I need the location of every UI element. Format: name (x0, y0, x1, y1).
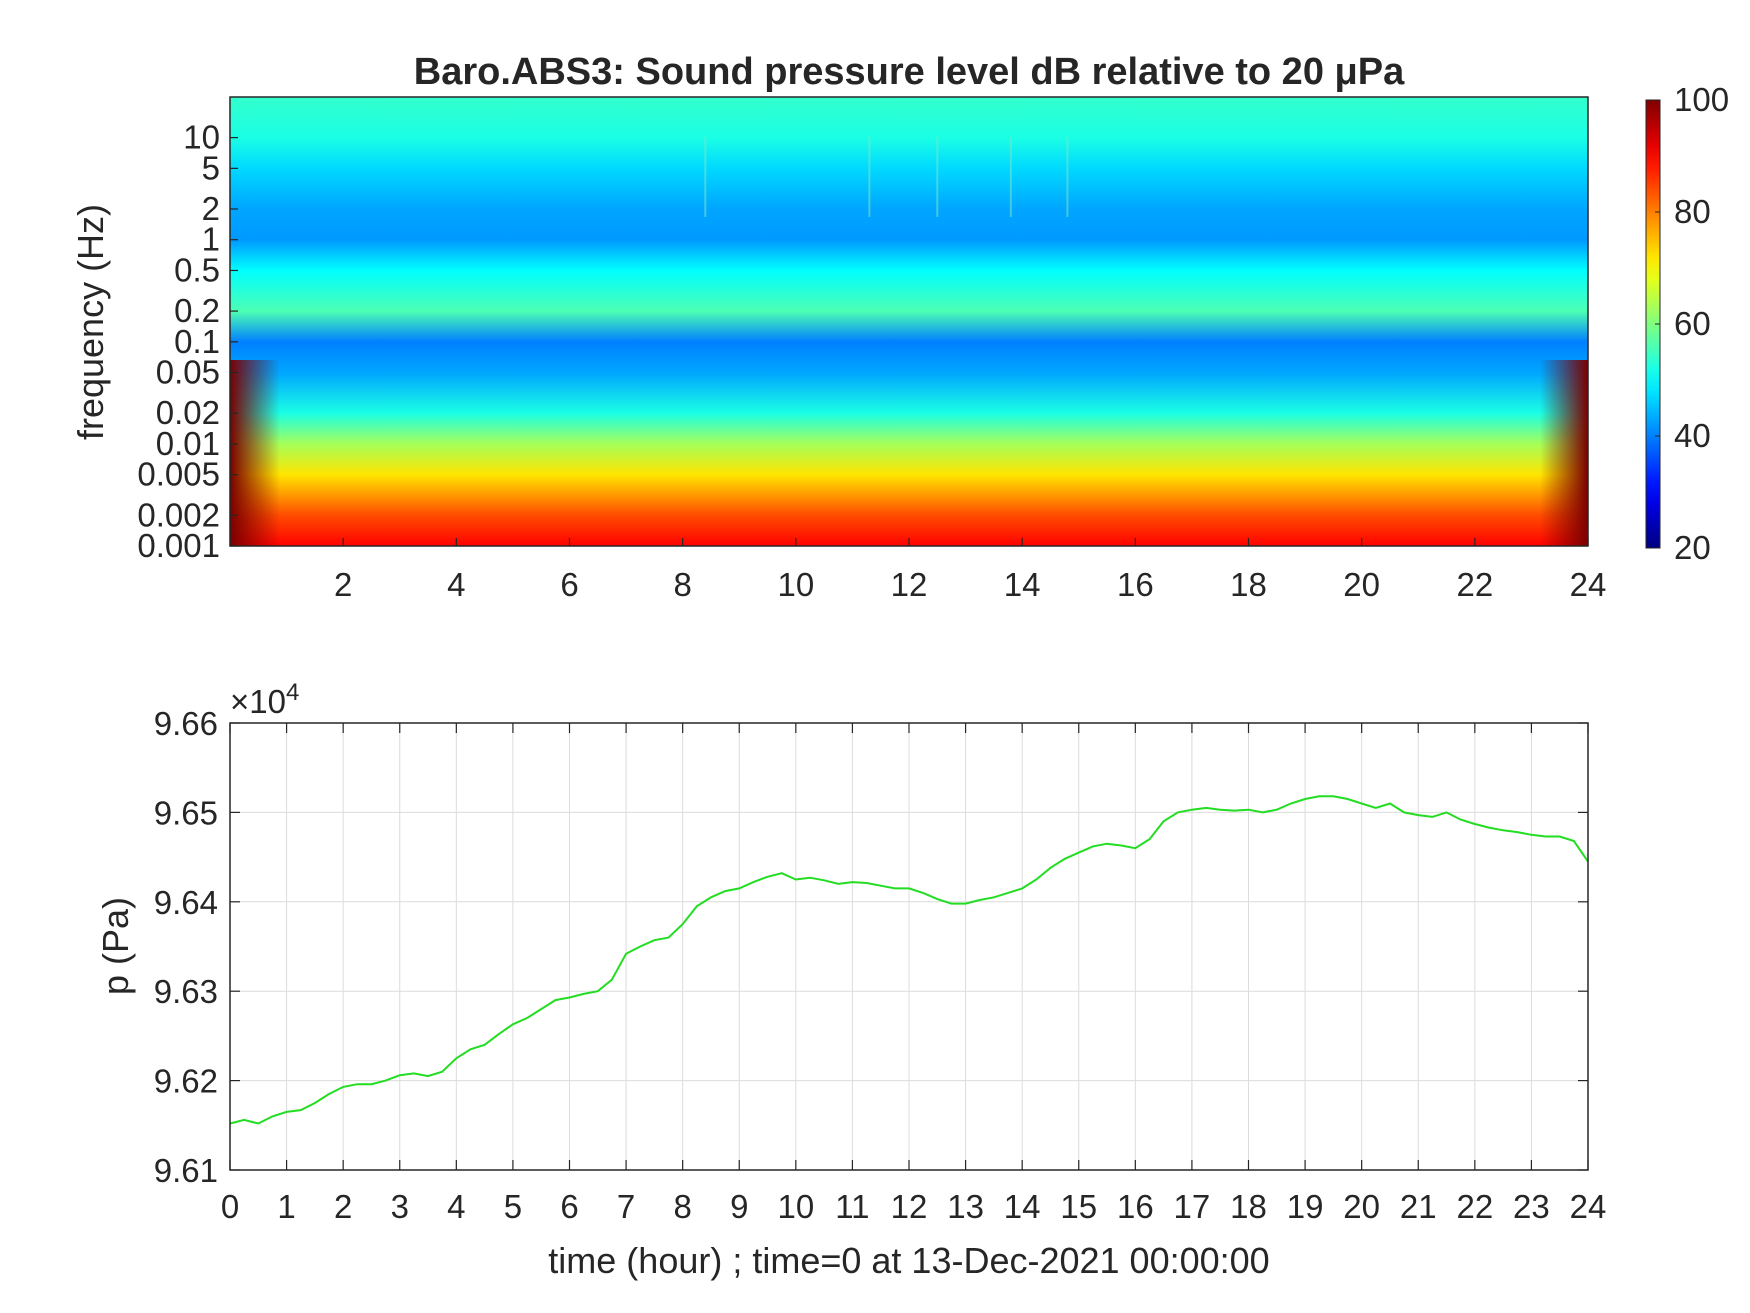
spectrogram-xtick-label: 16 (1117, 566, 1154, 603)
pressure-ytick-label: 9.63 (154, 973, 218, 1010)
pressure-x-ticks: 0 1 2 3 4 5 6 7 8 9 10 11 12 13 14 15 16 17 18 19 20 21 22 23 24 (221, 723, 1607, 1225)
pressure-xtick-label: 10 (777, 1188, 814, 1225)
spectrogram-panel (230, 97, 1588, 546)
colorbar-ticks: 20 40 60 80 100 (1655, 81, 1729, 566)
pressure-xtick-label: 7 (617, 1188, 635, 1225)
pressure-panel: 9.619.629.639.649.659.66 0 1 2 3 4 5 6 7 8 9 10 11 1… (95, 679, 1606, 1281)
spectrogram-ytick-label: 0.2 (174, 292, 220, 329)
pressure-xtick-label: 14 (1004, 1188, 1041, 1225)
spectrogram-ytick-label: 1 (202, 221, 220, 258)
spectrogram-xtick-label: 14 (1004, 566, 1041, 603)
pressure-xtick-label: 17 (1174, 1188, 1211, 1225)
spectrogram-xtick-label: 20 (1343, 566, 1380, 603)
pressure-xtick-label: 0 (221, 1188, 239, 1225)
spectrogram-ytick-label: 0.05 (156, 354, 220, 391)
spectrogram-ytick-label: 0.5 (174, 251, 220, 288)
pressure-y-exponent-base: ×10 (230, 683, 286, 720)
pressure-ytick-label: 9.61 (154, 1152, 218, 1189)
spectrogram-ytick-label: 2 (202, 190, 220, 227)
spectrogram-ytick-label: 0.001 (137, 527, 220, 564)
spectrogram-ytick-label: 0.02 (156, 394, 220, 431)
spectrogram-xtick-label: 24 (1570, 566, 1607, 603)
spectrogram-xtick-label: 18 (1230, 566, 1267, 603)
pressure-ytick-label: 9.62 (154, 1063, 218, 1100)
pressure-xtick-label: 4 (447, 1188, 465, 1225)
pressure-xtick-label: 15 (1060, 1188, 1097, 1225)
pressure-xtick-label: 23 (1513, 1188, 1550, 1225)
spectrogram-edge-right (1540, 360, 1588, 546)
pressure-ytick-label: 9.64 (154, 884, 218, 921)
pressure-xtick-label: 6 (560, 1188, 578, 1225)
pressure-ylabel: p (Pa) (95, 897, 136, 995)
pressure-xtick-label: 18 (1230, 1188, 1267, 1225)
pressure-xtick-label: 16 (1117, 1188, 1154, 1225)
pressure-xtick-label: 13 (947, 1188, 984, 1225)
colorbar-tick-label: 80 (1674, 193, 1711, 230)
colorbar-tick-label: 60 (1674, 305, 1711, 342)
pressure-xlabel: time (hour) ; time=0 at 13-Dec-2021 00:0… (548, 1240, 1269, 1281)
spectrogram-xtick-label: 8 (673, 566, 691, 603)
spectrogram-edge-left (230, 360, 280, 546)
spectrogram-ytick-label: 0.1 (174, 323, 220, 360)
pressure-ytick-label: 9.65 (154, 794, 218, 831)
spectrogram-ytick-label: 10 (183, 119, 220, 156)
spectrogram-xtick-label: 6 (560, 566, 578, 603)
pressure-xtick-label: 2 (334, 1188, 352, 1225)
pressure-y-exponent: ×104 (230, 679, 299, 720)
pressure-xtick-label: 19 (1287, 1188, 1324, 1225)
pressure-xtick-label: 24 (1570, 1188, 1607, 1225)
pressure-xtick-label: 1 (277, 1188, 295, 1225)
colorbar-tick-label: 40 (1674, 417, 1711, 454)
colorbar-tick-label: 100 (1674, 81, 1729, 118)
spectrogram-title: Baro.ABS3: Sound pressure level dB relat… (414, 51, 1405, 93)
spectrogram-xtick-label: 2 (334, 566, 352, 603)
spectrogram-xtick-label: 12 (891, 566, 928, 603)
spectrogram-xtick-label: 10 (777, 566, 814, 603)
pressure-ytick-label: 9.66 (154, 705, 218, 742)
spectrogram-xtick-label: 22 (1456, 566, 1493, 603)
spectrogram-image (230, 97, 1588, 546)
spectrogram-ytick-label: 0.005 (137, 456, 220, 493)
pressure-xtick-label: 21 (1400, 1188, 1437, 1225)
spectrogram-ytick-label: 0.01 (156, 425, 220, 462)
spectrogram-transients (704, 137, 1069, 217)
colorbar: 20 40 60 80 100 (1645, 81, 1729, 566)
spectrogram-ytick-label: 0.002 (137, 496, 220, 533)
pressure-xtick-label: 11 (835, 1188, 869, 1225)
spectrogram-x-ticks: 2 4 6 8 10 12 14 16 18 20 22 24 (334, 538, 1606, 603)
pressure-y-exponent-power: 4 (286, 679, 299, 706)
spectrogram-ylabel: frequency (Hz) (70, 204, 111, 440)
spectrogram-ytick-label: 5 (202, 149, 220, 186)
pressure-xtick-label: 9 (730, 1188, 748, 1225)
pressure-xtick-label: 20 (1343, 1188, 1380, 1225)
pressure-y-ticks: 9.61 9.62 9.63 9.64 9.65 9.66 (154, 705, 1588, 1189)
pressure-xtick-label: 3 (391, 1188, 409, 1225)
pressure-line (229, 795, 1589, 1125)
colorbar-tick-label: 20 (1674, 529, 1711, 566)
pressure-xtick-label: 22 (1456, 1188, 1493, 1225)
spectrogram-xtick-label: 4 (447, 566, 465, 603)
pressure-xtick-label: 5 (504, 1188, 522, 1225)
pressure-xtick-label: 12 (891, 1188, 928, 1225)
pressure-xtick-label: 8 (673, 1188, 691, 1225)
